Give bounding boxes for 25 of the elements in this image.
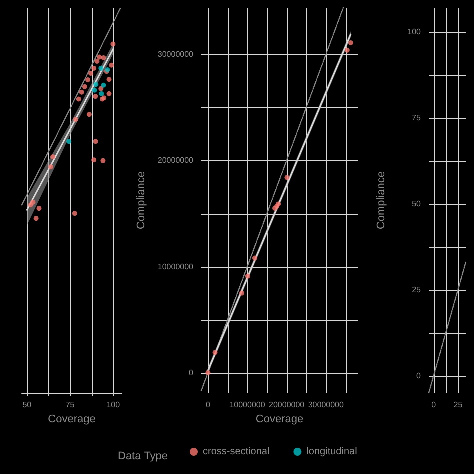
legend-title: Data Type <box>118 450 168 462</box>
y-axis-title: Compliance <box>376 171 388 230</box>
y-tick-label: 0 <box>416 371 422 380</box>
x-tick-label: 20000000 <box>269 400 306 410</box>
y-axis-title: Compliance <box>136 171 148 230</box>
x-tick-label: 30000000 <box>308 400 344 410</box>
x-tick-label: 75 <box>66 400 76 410</box>
x-tick-label: 100 <box>106 400 121 410</box>
x-tick-label: 10000000 <box>230 400 266 410</box>
y-tick-label: 50 <box>412 199 422 208</box>
y-tick-label: 25 <box>412 285 422 294</box>
y-tick-label: 75 <box>412 114 422 122</box>
y-tick-label: 30000000 <box>158 50 194 60</box>
legend-label: cross-sectional <box>203 446 270 458</box>
x-tick-label: 0 <box>206 400 211 410</box>
x-axis-title: Coverage <box>48 413 96 426</box>
x-axis-title: Coverage <box>256 413 304 426</box>
x-tick-label: 0 <box>432 400 437 410</box>
x-tick-label: 25 <box>454 400 464 410</box>
x-tick-label: 50 <box>22 400 32 410</box>
y-tick-label: 100 <box>408 28 422 37</box>
y-tick-label: 20000000 <box>158 156 194 166</box>
legend-label: longitudinal <box>306 446 358 458</box>
y-tick-label: 10000000 <box>158 262 194 272</box>
y-tick-label: 0 <box>189 368 194 378</box>
